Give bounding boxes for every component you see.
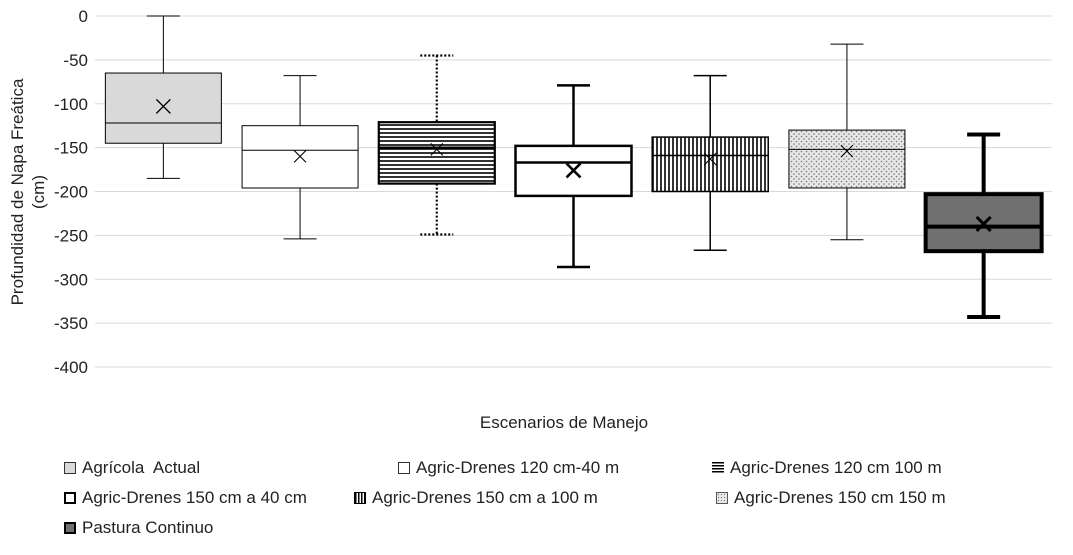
- legend-label: Agric-Drenes 120 cm-40 m: [416, 458, 620, 477]
- legend-item-drenes-120-100: Agric-Drenes 120 cm 100 m: [712, 458, 942, 478]
- legend-label: Agric-Drenes 150 cm 150 m: [734, 488, 946, 507]
- legend-item-drenes-150-100: Agric-Drenes 150 cm a 100 m: [354, 488, 598, 508]
- legend-swatch-white: [398, 462, 410, 474]
- y-tick-label: -350: [54, 314, 88, 333]
- legend-swatch-horizontal-lines: [712, 462, 724, 474]
- mean-marker: [293, 150, 307, 163]
- legend-label: Agric-Drenes 150 cm a 40 cm: [82, 488, 307, 507]
- box-7: [923, 132, 1044, 319]
- legend-label: Agrícola Actual: [82, 458, 201, 477]
- box-iqr: [788, 129, 906, 189]
- box-2: [241, 75, 359, 240]
- legend-swatch-vertical-lines: [354, 492, 366, 504]
- box-iqr: [104, 72, 222, 144]
- mean-marker: [565, 162, 582, 179]
- legend-swatch-dotted: [716, 492, 728, 504]
- legend-item-drenes-120-40: Agric-Drenes 120 cm-40 m: [398, 458, 619, 478]
- legend-item-drenes-150-40: Agric-Drenes 150 cm a 40 cm: [64, 488, 307, 508]
- legend-label: Agric-Drenes 120 cm 100 m: [730, 458, 942, 477]
- box-iqr: [651, 136, 769, 193]
- y-tick-label: -200: [54, 183, 88, 202]
- mean-marker: [430, 142, 444, 156]
- boxes: [104, 15, 1044, 319]
- box-1: [104, 15, 222, 179]
- mean-marker: [840, 144, 854, 158]
- legend-swatch-gray: [64, 462, 76, 474]
- y-axis-label-line-2: (cm): [29, 175, 48, 209]
- legend-item-drenes-150-150: Agric-Drenes 150 cm 150 m: [716, 488, 946, 508]
- mean-marker: [703, 152, 717, 166]
- legend-swatch-white-bold: [64, 492, 76, 504]
- y-tick-label: -300: [54, 270, 88, 289]
- y-tick-labels: 0 -50 -100 -150 -200 -250 -300 -350 -400: [54, 7, 88, 377]
- legend-swatch-dark-gray: [64, 522, 76, 534]
- legend-item-pastura-continuo: Pastura Continuo: [64, 518, 213, 538]
- x-axis-label: Escenarios de Manejo: [480, 413, 648, 432]
- legend-item-agricola-actual: Agrícola Actual: [64, 458, 200, 478]
- y-tick-label: -150: [54, 139, 88, 158]
- box-4: [514, 84, 633, 269]
- mean-marker: [155, 98, 171, 114]
- legend-label: Agric-Drenes 150 cm a 100 m: [372, 488, 598, 507]
- y-tick-label: -400: [54, 358, 88, 377]
- box-6: [788, 43, 906, 241]
- box-5: [651, 74, 769, 252]
- y-tick-label: 0: [79, 7, 88, 26]
- y-tick-label: -250: [54, 226, 88, 245]
- box-iqr: [377, 121, 496, 185]
- legend: Agrícola Actual Agric-Drenes 120 cm-40 m…: [64, 458, 1064, 548]
- y-tick-label: -100: [54, 95, 88, 114]
- mean-marker: [975, 215, 992, 233]
- box-3: [377, 54, 496, 236]
- y-axis-label-line-1: Profundidad de Napa Freática: [8, 78, 27, 305]
- y-tick-label: -50: [63, 51, 88, 70]
- legend-label: Pastura Continuo: [82, 518, 214, 537]
